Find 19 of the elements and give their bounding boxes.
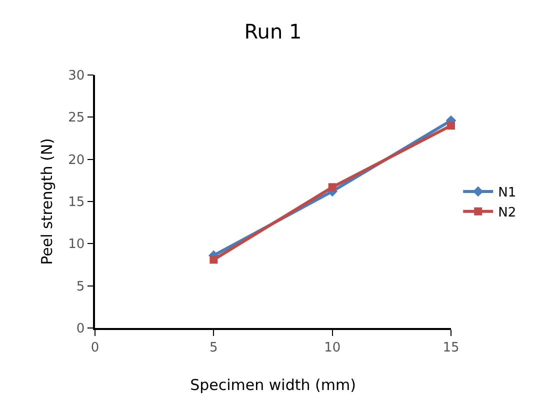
y-axis-title: Peel strength (N) bbox=[38, 138, 56, 265]
x-tick-label: 15 bbox=[442, 340, 460, 356]
point bbox=[447, 122, 455, 130]
y-tick-label: 20 bbox=[68, 152, 85, 168]
x-tick-label: 10 bbox=[324, 340, 341, 356]
y-tick-label: 5 bbox=[76, 279, 85, 294]
y-tick-label: 25 bbox=[68, 110, 85, 126]
y-tick-label: 0 bbox=[76, 322, 85, 337]
y-tick-label: 30 bbox=[68, 68, 85, 84]
y-tick-label: 15 bbox=[68, 195, 85, 210]
chart-title: Run 1 bbox=[244, 19, 302, 44]
point bbox=[210, 256, 218, 264]
legend-label: N2 bbox=[498, 205, 516, 220]
legend-label: N1 bbox=[498, 186, 516, 201]
x-tick-label: 0 bbox=[90, 340, 100, 356]
y-tick-label: 10 bbox=[68, 237, 85, 252]
x-tick-label: 5 bbox=[210, 340, 218, 356]
x-axis-title: Specimen width (mm) bbox=[190, 376, 356, 394]
point bbox=[328, 183, 336, 192]
